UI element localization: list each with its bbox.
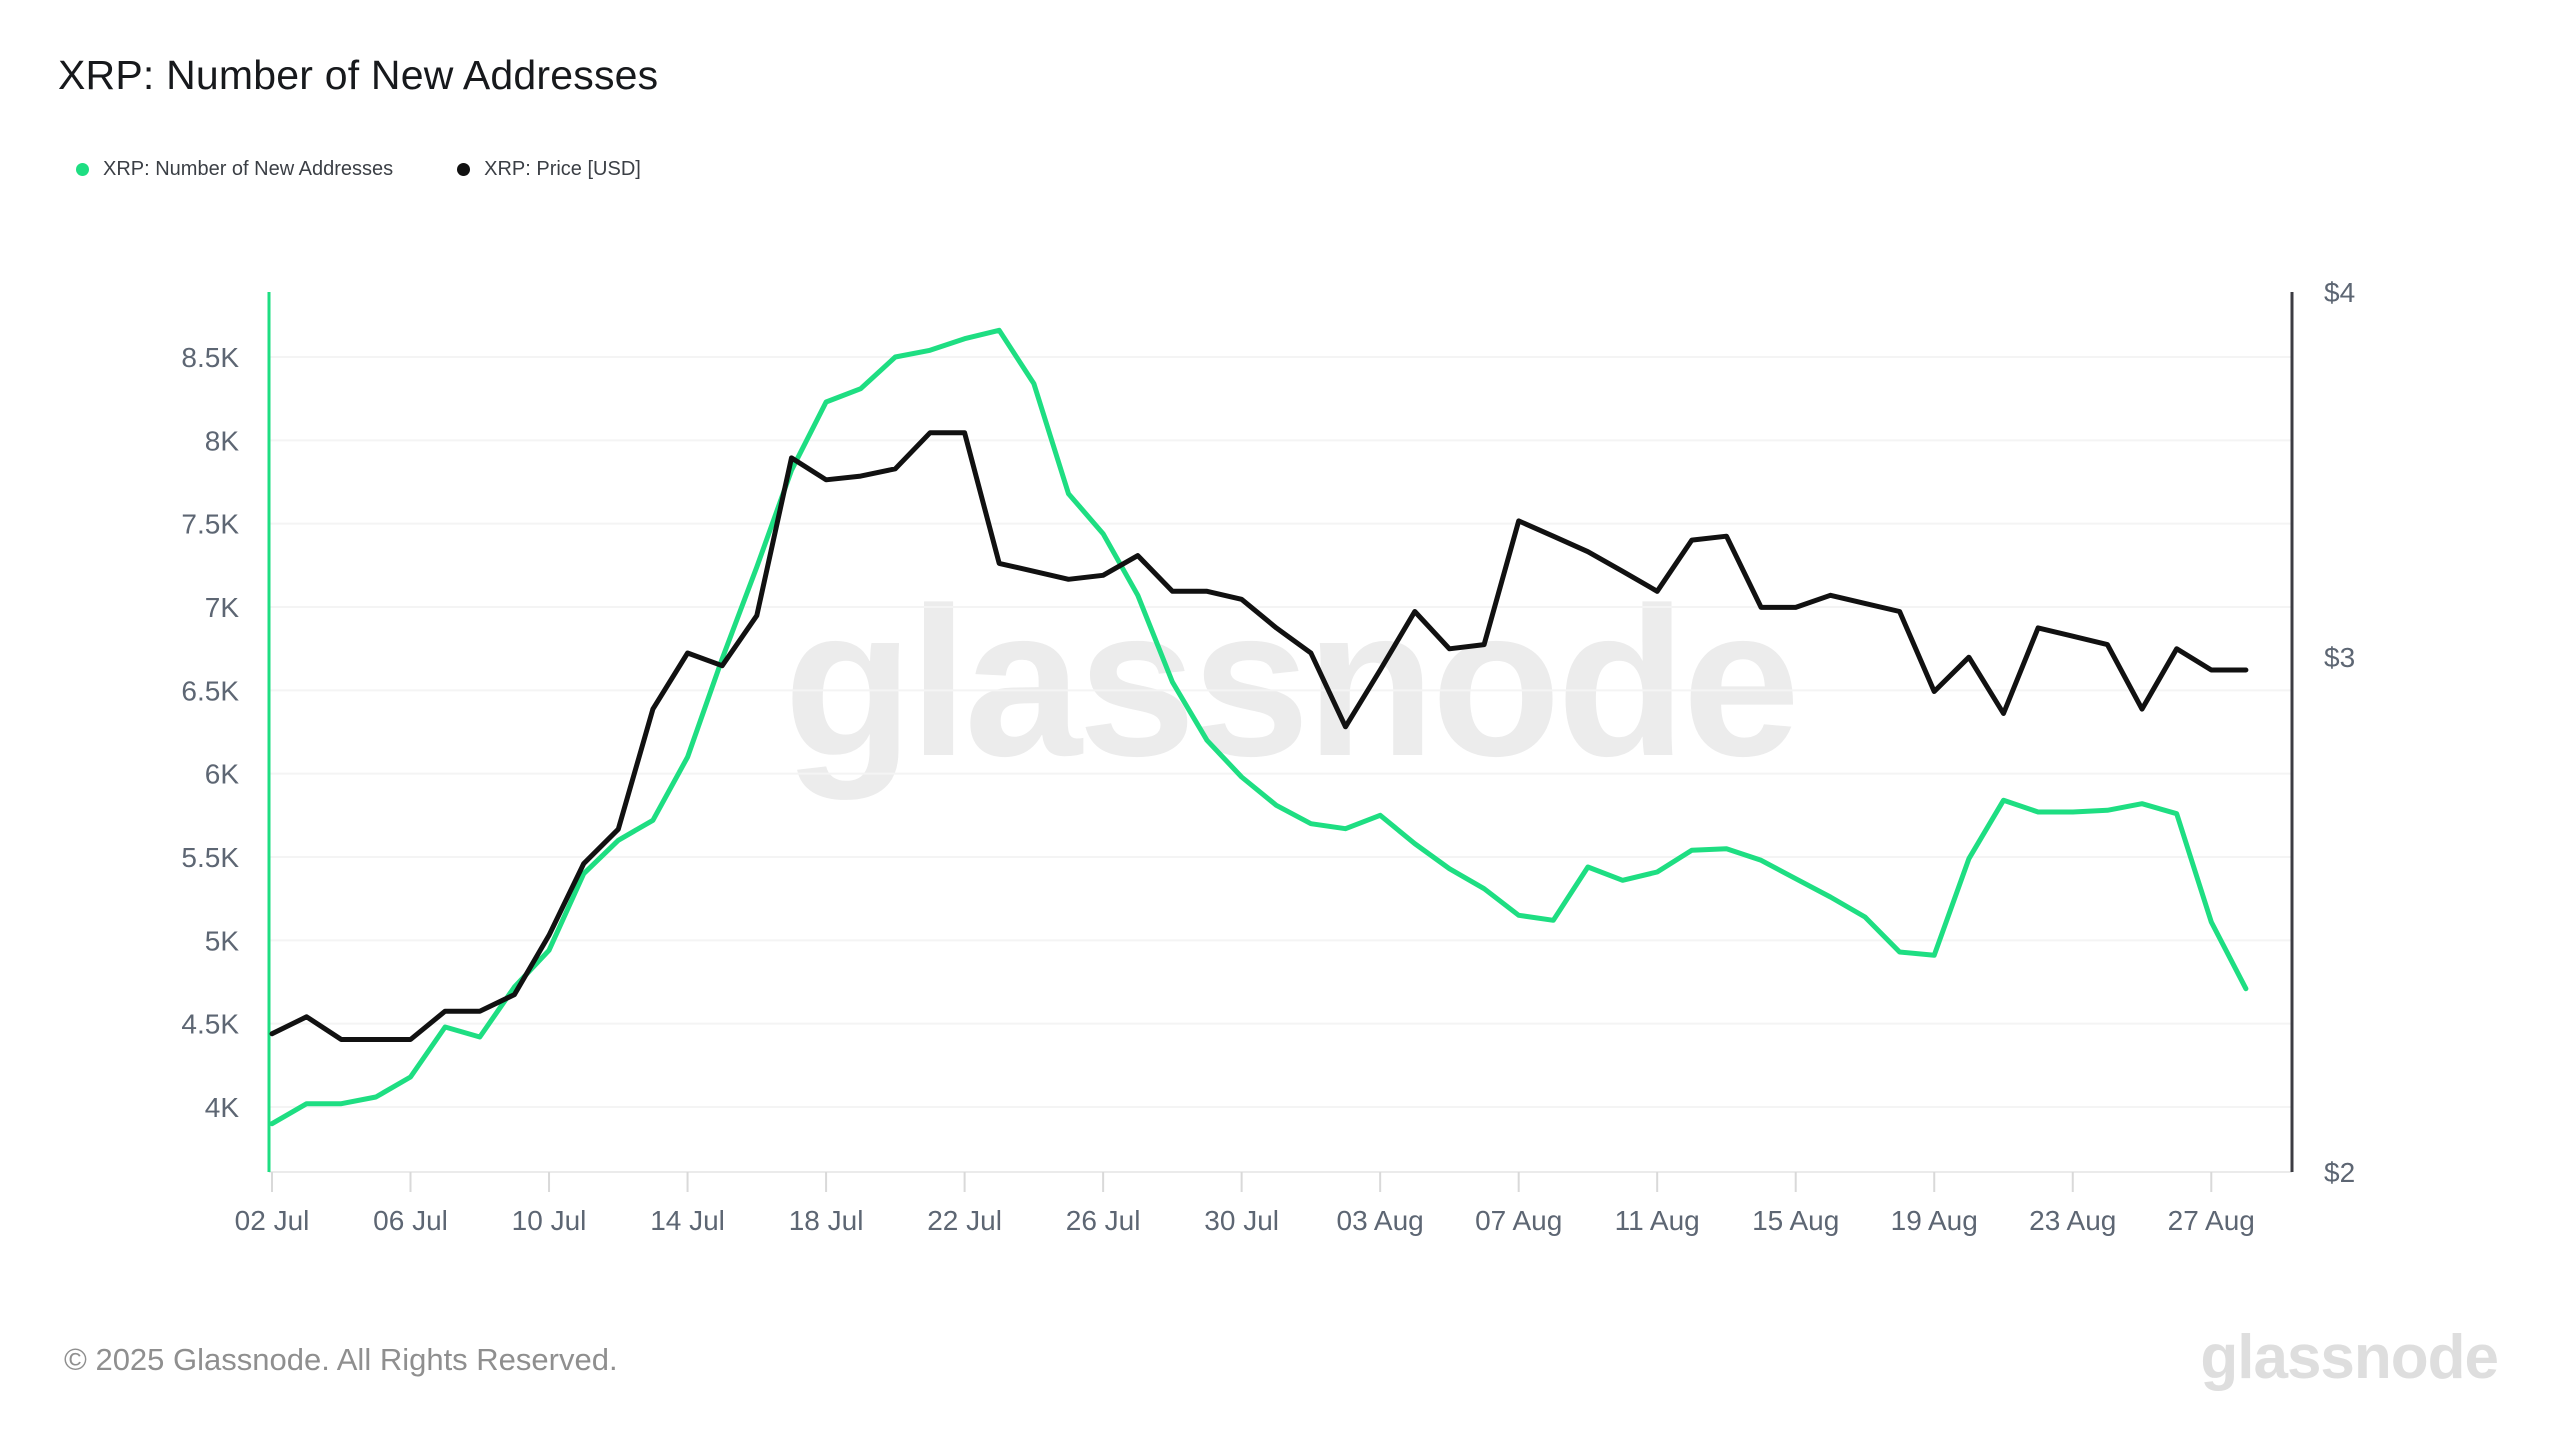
x-axis-tick-label: 07 Aug [1475,1205,1562,1236]
y-axis-left-tick-label: 4K [205,1092,240,1123]
x-axis-tick-label: 10 Jul [512,1205,587,1236]
page-title: XRP: Number of New Addresses [58,52,659,98]
series-line-new-addresses[interactable] [269,327,2249,1127]
legend: XRP: Number of New Addresses XRP: Price … [76,158,641,181]
legend-label-new-addresses: XRP: Number of New Addresses [103,158,394,180]
copyright-text: © 2025 Glassnode. All Rights Reserved. [64,1342,618,1377]
legend-item-price[interactable]: XRP: Price [USD] [457,158,641,181]
y-axis-left-tick-label: 4.5K [181,1009,239,1040]
y-axis-left-tick-label: 5.5K [181,842,239,873]
legend-item-new-addresses[interactable]: XRP: Number of New Addresses [76,158,393,181]
x-axis-tick-label: 02 Jul [235,1205,310,1236]
x-axis-tick-label: 26 Jul [1066,1205,1141,1236]
x-axis-tick-label: 27 Aug [2168,1205,2255,1236]
x-axis-tick-label: 06 Jul [373,1205,448,1236]
x-axis-tick-label: 14 Jul [650,1205,725,1236]
x-axis-tick-label: 30 Jul [1204,1205,1279,1236]
series-line-price[interactable] [269,430,2249,1042]
y-axis-left-tick-label: 6.5K [181,675,239,706]
y-axis-left-tick-label: 7K [205,592,240,623]
x-axis-tick-label: 19 Aug [1891,1205,1978,1236]
legend-label-price: XRP: Price [USD] [484,158,641,180]
x-axis-tick-label: 11 Aug [1615,1205,1700,1236]
x-axis-tick-label: 03 Aug [1337,1205,1424,1236]
x-axis-tick-label: 23 Aug [2029,1205,2116,1236]
y-axis-left-tick-label: 7.5K [181,509,239,540]
x-axis-tick-label: 22 Jul [927,1205,1002,1236]
y-axis-right-tick-label: $3 [2324,642,2355,673]
y-axis-right-tick-label: $2 [2324,1157,2355,1188]
legend-swatch-price-icon [457,163,471,176]
x-axis-tick-label: 18 Jul [789,1205,864,1236]
y-axis-left-tick-label: 6K [205,759,240,790]
y-axis-left-tick-label: 5K [205,925,240,956]
x-axis-tick-label: 15 Aug [1752,1205,1839,1236]
y-axis-right-tick-label: $4 [2324,277,2355,308]
y-axis-left-tick-label: 8K [205,425,240,456]
legend-swatch-new-addresses-icon [76,163,89,176]
y-axis-left-tick-label: 8.5K [181,342,239,373]
